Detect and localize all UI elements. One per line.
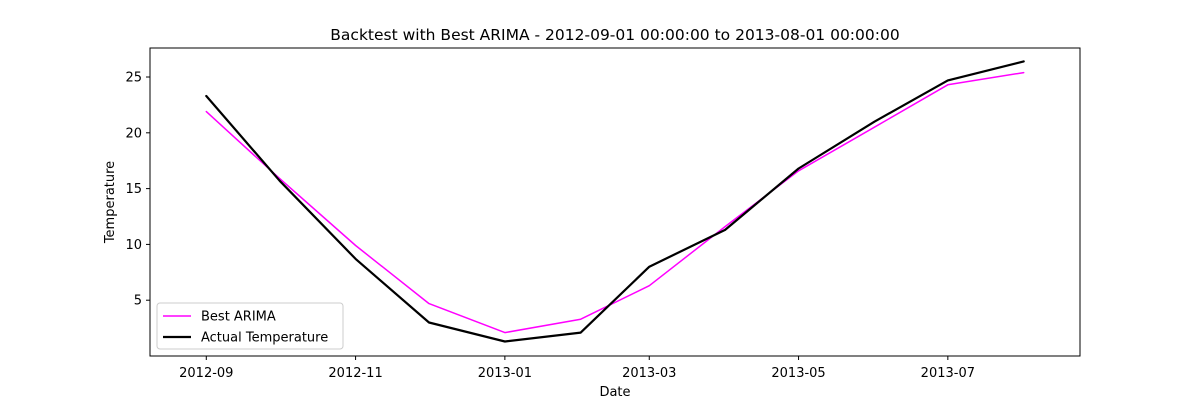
- chart-legend: Best ARIMA Actual Temperature: [156, 302, 344, 350]
- y-tick-label: 5: [134, 294, 142, 309]
- legend-label-actual-temperature: Actual Temperature: [201, 331, 328, 346]
- x-tick-label: 2012-11: [328, 366, 382, 381]
- y-tick-label: 25: [125, 71, 142, 86]
- y-tick-label: 20: [125, 126, 142, 141]
- x-tick-label: 2013-07: [921, 366, 975, 381]
- series-lines: [205, 60, 1025, 343]
- series-line-actual-temperature: [205, 60, 1025, 343]
- y-axis-ticks: 5 10 15 20 25: [125, 71, 150, 309]
- y-tick-label: 10: [125, 238, 142, 253]
- legend-label-best-arima: Best ARIMA: [201, 310, 276, 325]
- x-axis-ticks: 2012-09 2012-11 2013-01 2013-03 2013-05 2013-…: [179, 356, 975, 381]
- plot-area-frame: [149, 47, 1081, 357]
- chart-title: Backtest with Best ARIMA - 2012-09-01 00…: [330, 26, 899, 44]
- y-tick-label: 15: [125, 182, 142, 197]
- series-line-best-arima: [205, 71, 1025, 334]
- x-tick-label: 2013-05: [771, 366, 825, 381]
- x-axis-label: Date: [599, 385, 630, 400]
- x-tick-label: 2012-09: [179, 366, 233, 381]
- x-tick-label: 2013-01: [478, 366, 532, 381]
- y-axis-label: Temperature: [103, 161, 118, 244]
- legend-box: [156, 302, 344, 350]
- x-tick-label: 2013-03: [622, 366, 676, 381]
